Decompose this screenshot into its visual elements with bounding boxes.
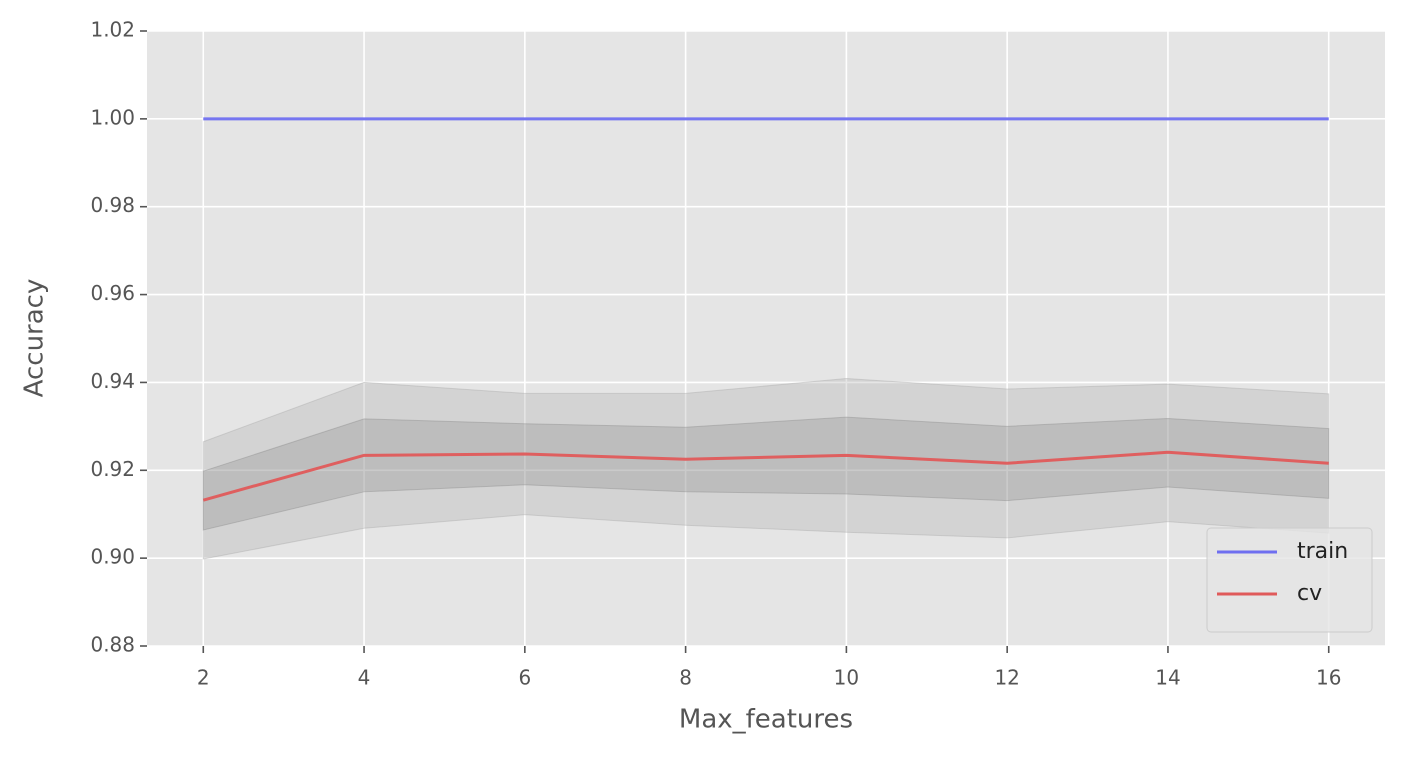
x-tick-label: 6 <box>518 666 531 690</box>
x-axis-label: Max_features <box>679 705 853 735</box>
x-tick-label: 12 <box>994 666 1019 690</box>
y-tick-label: 0.90 <box>90 545 135 569</box>
x-tick-label: 10 <box>834 666 859 690</box>
y-axis-label: Accuracy <box>20 279 50 398</box>
y-tick-label: 1.00 <box>90 105 135 129</box>
y-tick-label: 0.96 <box>90 281 135 305</box>
y-tick-label: 0.88 <box>90 633 135 657</box>
x-tick-label: 2 <box>197 666 210 690</box>
x-tick-label: 8 <box>679 666 692 690</box>
y-tick-label: 0.92 <box>90 457 135 481</box>
y-tick-label: 1.02 <box>90 18 135 42</box>
legend-label: train <box>1297 539 1348 564</box>
y-tick-label: 0.98 <box>90 193 135 217</box>
line <box>202 450 1329 502</box>
x-tick-label: 16 <box>1316 666 1341 690</box>
x-tick-label: 4 <box>358 666 371 690</box>
plot-area <box>147 31 1385 646</box>
legend-box <box>1206 527 1373 633</box>
confidence-band <box>202 416 1330 531</box>
x-tick-label: 14 <box>1155 666 1180 690</box>
y-tick-label: 0.94 <box>90 369 135 393</box>
legend-label: cv <box>1297 581 1322 606</box>
